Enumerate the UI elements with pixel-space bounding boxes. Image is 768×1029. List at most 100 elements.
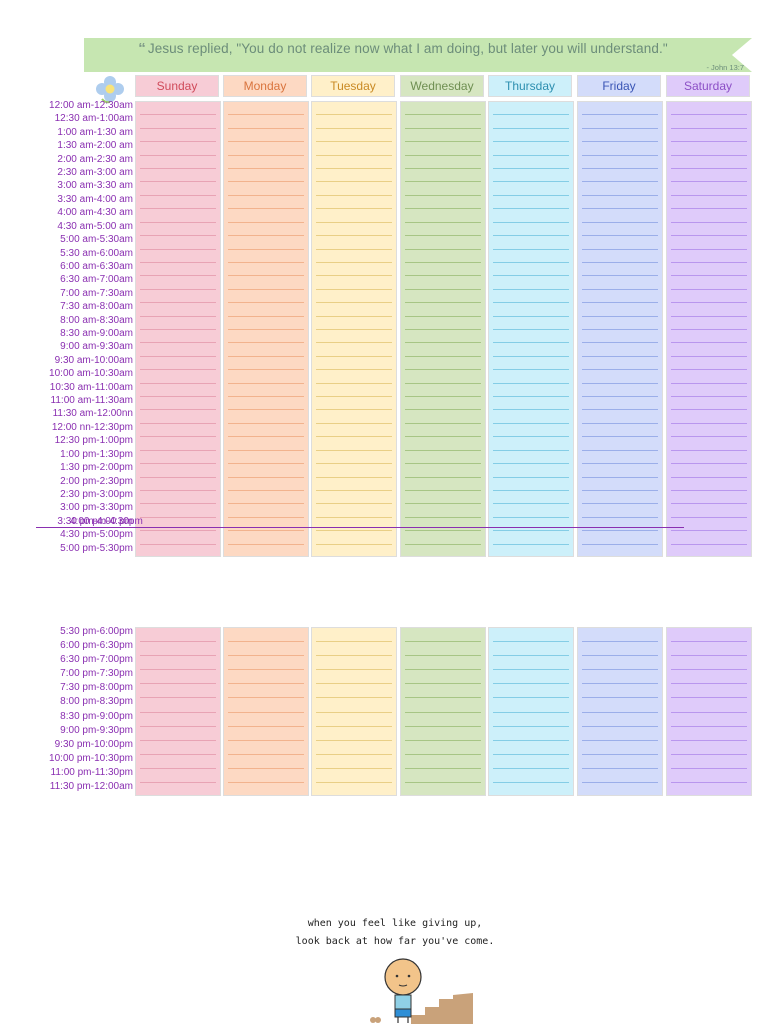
day-column-saturday-lower: [666, 627, 752, 796]
time-label: 3:00 pm-3:30pm: [60, 502, 133, 514]
row-line: [316, 711, 392, 713]
row-line: [493, 181, 569, 183]
time-label: 12:30 pm-1:00pm: [54, 435, 133, 447]
row-line: [493, 641, 569, 643]
row-line: [582, 711, 658, 713]
row-line: [671, 114, 747, 116]
row-line: [405, 168, 481, 170]
row-line: [316, 753, 392, 755]
row-line: [405, 154, 481, 156]
row-line: [671, 235, 747, 237]
row-line: [582, 516, 658, 518]
day-column-monday-upper: [223, 101, 309, 557]
time-label: 5:00 pm-5:30pm: [60, 542, 133, 554]
row-line: [405, 516, 481, 518]
row-line: [316, 781, 392, 783]
day-column-tuesday-lower: [311, 627, 397, 796]
row-line: [493, 422, 569, 424]
row-line: [228, 369, 304, 371]
row-line: [671, 422, 747, 424]
time-label: 5:00 am-5:30am: [60, 234, 133, 246]
row-line: [228, 409, 304, 411]
row-line: [140, 168, 216, 170]
row-line: [582, 382, 658, 384]
time-label: 10:30 am-11:00am: [49, 381, 133, 393]
row-line: [671, 753, 747, 755]
row-line: [671, 739, 747, 741]
row-line: [228, 683, 304, 685]
row-line: [671, 781, 747, 783]
row-line: [671, 168, 747, 170]
row-line: [671, 530, 747, 532]
row-line: [228, 329, 304, 330]
row-line: [140, 739, 216, 741]
row-line: [671, 683, 747, 685]
row-line: [405, 489, 481, 491]
row-line: [316, 221, 392, 223]
row-line: [493, 396, 569, 398]
row-line: [316, 739, 392, 741]
row-line: [316, 168, 392, 170]
row-line: [228, 127, 304, 129]
row-line: [582, 683, 658, 685]
row-line: [228, 288, 304, 290]
row-line: [582, 288, 658, 290]
row-line: [493, 355, 569, 357]
row-line: [316, 329, 392, 330]
row-line: [228, 194, 304, 196]
row-line: [671, 369, 747, 371]
day-header-friday: Friday: [577, 75, 661, 97]
row-line: [582, 409, 658, 411]
day-column-friday-lower: [577, 627, 663, 796]
time-label: 4:00 am-4:30 am: [57, 207, 133, 219]
row-line: [140, 725, 216, 727]
row-line: [493, 208, 569, 210]
row-line: [493, 342, 569, 344]
row-line: [316, 530, 392, 532]
row-line: [140, 436, 216, 438]
row-line: [671, 503, 747, 505]
row-line: [405, 463, 481, 465]
row-line: [140, 154, 216, 156]
row-line: [671, 436, 747, 438]
row-line: [493, 711, 569, 713]
row-line: [493, 476, 569, 478]
quote-banner: “Jesus replied, "You do not realize now …: [84, 38, 752, 72]
time-label: 10:00 pm-10:30pm: [49, 752, 133, 764]
time-label: 12:00 nn-12:30pm: [51, 421, 133, 433]
row-line: [316, 248, 392, 250]
day-column-saturday-upper: [666, 101, 752, 557]
row-line: [582, 315, 658, 317]
row-line: [316, 369, 392, 371]
row-line: [405, 342, 481, 344]
time-label: 11:00 pm-11:30pm: [50, 766, 133, 778]
row-line: [671, 315, 747, 317]
row-line: [316, 489, 392, 491]
row-line: [671, 476, 747, 478]
time-label: 6:00 am-6:30am: [60, 260, 133, 272]
time-label: 7:00 am-7:30am: [60, 287, 133, 299]
row-line: [316, 261, 392, 263]
row-line: [671, 342, 747, 344]
row-line: [316, 767, 392, 769]
row-line: [316, 449, 392, 451]
row-line: [671, 543, 747, 545]
row-line: [228, 489, 304, 491]
row-line: [671, 725, 747, 727]
row-line: [228, 641, 304, 643]
row-line: [228, 516, 304, 518]
row-line: [140, 261, 216, 263]
row-line: [140, 503, 216, 505]
day-column-monday-lower: [223, 627, 309, 796]
row-line: [140, 753, 216, 755]
time-label: 12:30 am-1:00am: [54, 113, 133, 125]
row-line: [316, 725, 392, 727]
row-line: [582, 543, 658, 545]
row-line: [671, 711, 747, 713]
row-line: [405, 194, 481, 196]
row-line: [405, 449, 481, 451]
row-line: [228, 543, 304, 545]
row-line: [228, 261, 304, 263]
row-line: [493, 503, 569, 505]
row-line: [582, 302, 658, 304]
